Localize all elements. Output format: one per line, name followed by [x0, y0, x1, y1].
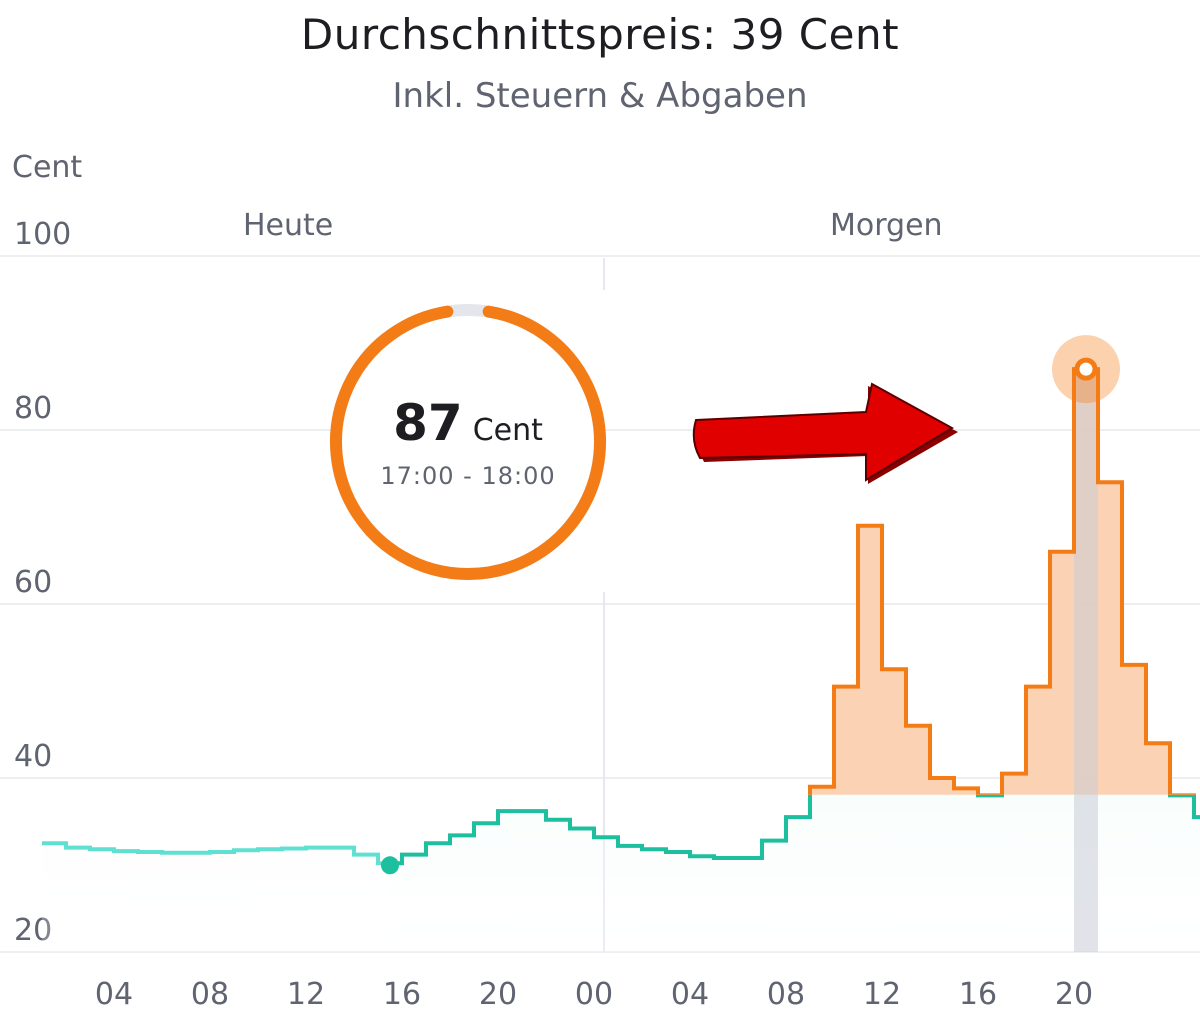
selected-hour-bar — [1074, 369, 1098, 953]
x-tick-label-8: 12 — [863, 977, 901, 1012]
future-high-price-line — [808, 367, 1196, 795]
selected-point-marker — [1074, 357, 1098, 381]
current-time-dot — [381, 856, 399, 875]
x-tick-label-6: 04 — [671, 977, 709, 1012]
future-line-group — [390, 367, 1200, 866]
day-label-today: Heute — [243, 208, 334, 243]
selected-hour-band — [1074, 369, 1098, 953]
y-tick-label-40: 40 — [14, 739, 52, 774]
area-fills — [42, 369, 1200, 952]
x-tick-label-3: 16 — [383, 977, 421, 1012]
x-tick-label-10: 20 — [1055, 977, 1093, 1012]
x-tick-label-0: 04 — [95, 977, 133, 1012]
x-axis-ticks: 04 08 12 16 20 00 04 08 12 16 20 — [95, 977, 1093, 1012]
y-tick-label-60: 60 — [14, 565, 52, 600]
y-axis-unit-label: Cent — [12, 150, 83, 185]
y-tick-label-80: 80 — [14, 391, 52, 426]
x-tick-label-4: 20 — [479, 977, 517, 1012]
x-tick-label-1: 08 — [191, 977, 229, 1012]
past-area-fill — [42, 843, 390, 952]
chart-subtitle: Inkl. Steuern & Abgaben — [392, 76, 808, 116]
price-lines — [42, 367, 1200, 866]
chart-title: Durchschnittspreis: 39 Cent — [300, 10, 900, 59]
past-price-line — [42, 841, 390, 866]
markers — [381, 335, 1120, 875]
y-tick-label-100: 100 — [14, 217, 71, 252]
past-line-group — [42, 841, 390, 866]
red-arrow-annotation — [692, 382, 958, 484]
day-label-tomorrow: Morgen — [830, 208, 943, 243]
arrow-shape — [692, 382, 955, 482]
x-tick-label-9: 16 — [959, 977, 997, 1012]
future-low-price-line — [390, 794, 1200, 866]
x-tick-label-7: 08 — [767, 977, 805, 1012]
past-area — [42, 843, 390, 952]
x-tick-label-5: 00 — [575, 977, 613, 1012]
x-tick-label-2: 12 — [287, 977, 325, 1012]
